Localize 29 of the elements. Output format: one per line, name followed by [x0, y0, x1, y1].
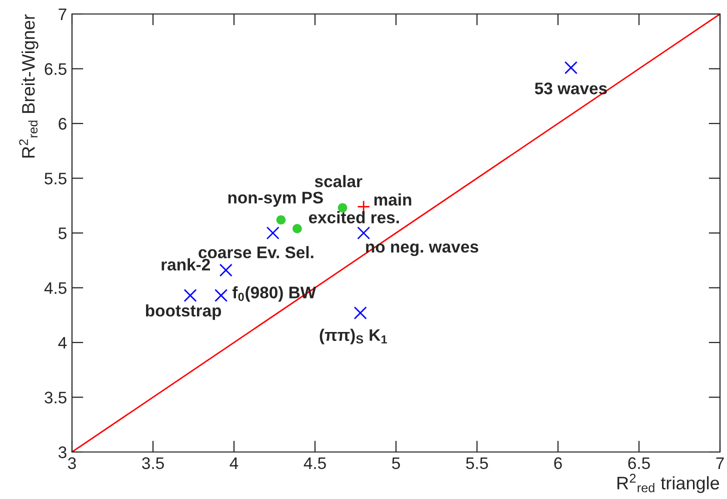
y-tick-label: 4.5	[44, 282, 66, 294]
x-tick-label: 4.5	[304, 457, 326, 470]
annotation: scalar	[314, 175, 362, 188]
y-axis-title: R$^{2}$$_{red}$ Breit-Wigner	[19, 14, 38, 158]
annotation: non-sym PS	[228, 192, 323, 207]
x-tick-label: 6	[554, 457, 562, 470]
y-tick-label: 4	[58, 337, 67, 349]
annotation: rank-2	[162, 258, 210, 271]
annotation: main	[374, 193, 412, 206]
y-tick-label: 6.5	[44, 63, 66, 75]
y-tick-label: 7	[58, 8, 66, 20]
x-tick-label: 5	[392, 457, 400, 470]
annotation: bootstrap	[146, 304, 222, 320]
annotation: 53 waves	[534, 82, 607, 94]
y-tick-label: 5.5	[44, 172, 66, 184]
annotation: (ππ)$_{S}$ K$_{1}$	[320, 328, 387, 344]
annotation: coarse Ev. Sel.	[198, 246, 314, 258]
x-tick-label: 4	[230, 457, 238, 469]
y-tick-label: 6	[58, 118, 66, 130]
y-tick-label: 3	[58, 446, 66, 458]
x-tick-label: 7	[716, 457, 724, 469]
y-tick-label: 5	[58, 228, 66, 240]
x-tick-label: 3.5	[142, 457, 164, 470]
annotation: excited res.	[308, 211, 399, 224]
x-tick-label: 5.5	[466, 457, 488, 470]
x-tick-label: 3	[68, 457, 76, 470]
x-axis-title: R$^{2}$$_{red}$ triangle	[617, 474, 720, 494]
x-tick-label: 6.5	[628, 457, 650, 470]
y-tick-label: 3.5	[44, 392, 66, 404]
